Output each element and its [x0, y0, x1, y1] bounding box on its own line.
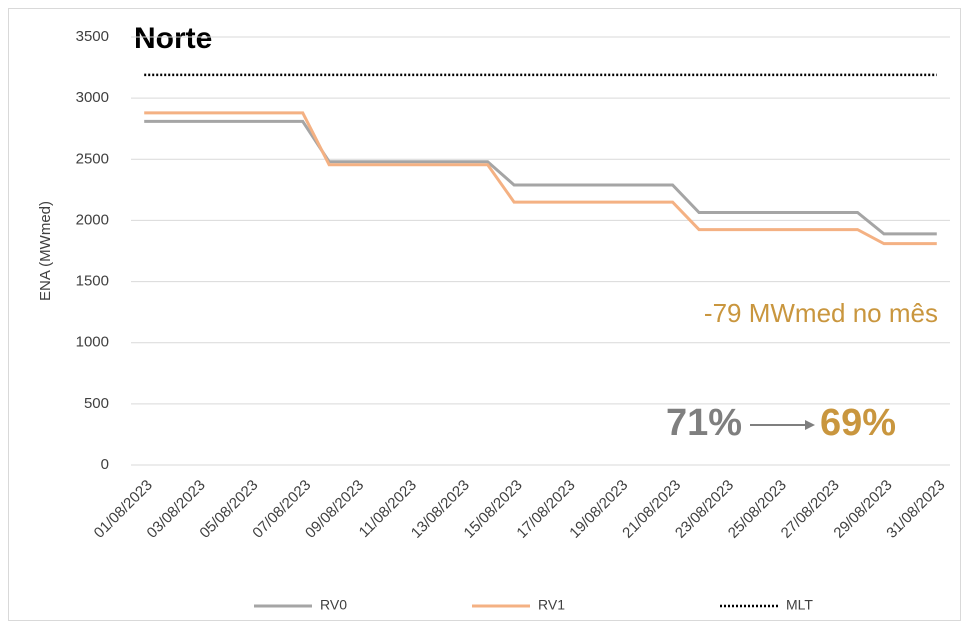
legend-label: MLT [786, 597, 813, 613]
annotation: 69% [820, 402, 896, 444]
chart-border [8, 8, 961, 621]
y-tick-label: 0 [101, 456, 109, 473]
y-tick-label: 3500 [76, 28, 109, 45]
annotation: 71% [666, 402, 742, 444]
y-tick-label: 2000 [76, 211, 109, 228]
legend-label: RV0 [320, 597, 347, 613]
series-line [144, 119, 937, 236]
y-tick-label: 3000 [76, 89, 109, 106]
y-tick-label: 500 [84, 395, 109, 412]
arrow-head [805, 420, 815, 430]
legend-label: RV1 [538, 597, 565, 613]
annotation: -79 MWmed no mês [704, 298, 938, 328]
chart-title: Norte [134, 22, 212, 55]
y-tick-label: 1000 [76, 334, 109, 351]
series-line [144, 111, 937, 246]
y-tick-label: 2500 [76, 150, 109, 167]
y-axis-label: ENA (MWmed) [37, 201, 54, 301]
y-tick-label: 1500 [76, 273, 109, 290]
